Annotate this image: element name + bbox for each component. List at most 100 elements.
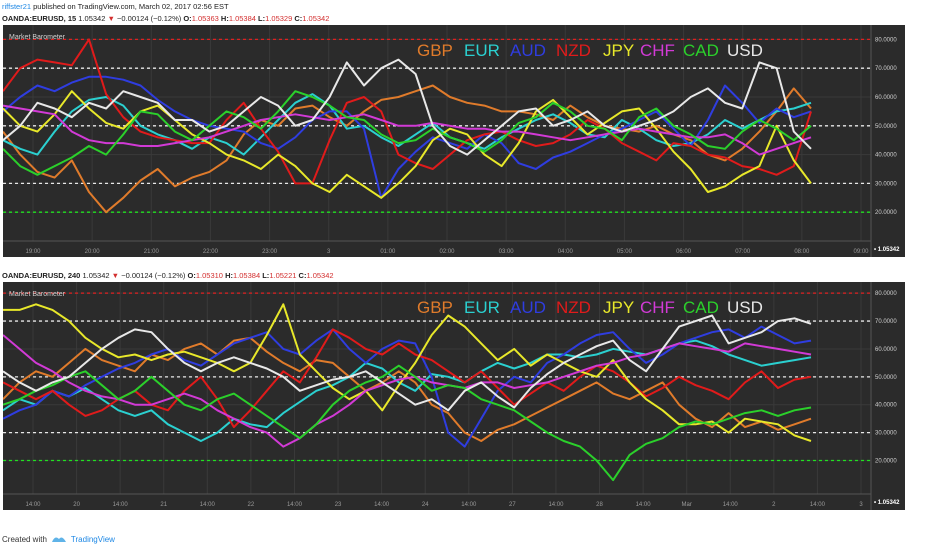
symbol-info-1: OANDA:EURUSD, 15 1.05342 ▼ −0.00124 (−0.… <box>2 14 330 23</box>
footer: Created with TradingView <box>2 534 115 544</box>
tradingview-logo-icon <box>51 537 66 542</box>
series-line-chf <box>3 334 812 448</box>
y-tick-label: 20.0000 <box>875 459 897 465</box>
symbol-label: OANDA:EURUSD, 240 <box>2 271 81 280</box>
y-tick-label: 70.0000 <box>875 319 897 325</box>
last-price-label: • 1.05342 <box>874 500 900 506</box>
down-arrow-icon: ▼ <box>111 271 120 280</box>
chart-svg-4h: 14:00 20 14:00 21 14:00 22 14:00 23 14:00 24 14:00… <box>3 282 905 510</box>
y-tick-label: 50.0000 <box>875 124 897 130</box>
close-value: 1.05342 <box>302 14 330 23</box>
series-line-eur <box>3 93 812 156</box>
y-tick-label: 20.0000 <box>875 210 897 216</box>
x-tick-label: 09:00 <box>853 249 869 255</box>
x-tick-label: 20:00 <box>85 249 101 255</box>
series-line-cad <box>3 364 812 482</box>
legend-entry-chf: CHF <box>640 298 675 317</box>
x-tick-label: 23 <box>335 502 342 508</box>
close-value: 1.05342 <box>306 271 334 280</box>
legend-entry-jpy: JPY <box>603 298 634 317</box>
y-tick-label: 80.0000 <box>875 291 897 297</box>
x-tick-label: 02:00 <box>439 249 455 255</box>
legend-entry-usd: USD <box>727 298 763 317</box>
x-tick-label: 22 <box>248 502 255 508</box>
publish-info: riffster21 published on TradingView.com,… <box>2 2 229 11</box>
legend-entry-nzd: NZD <box>556 41 591 60</box>
open-value: 1.05310 <box>195 271 223 280</box>
x-tick-label: 14:00 <box>287 502 303 508</box>
x-tick-label: 14:00 <box>636 502 652 508</box>
plot-background <box>3 282 905 510</box>
legend-entry-jpy: JPY <box>603 41 634 60</box>
open-value: 1.05363 <box>191 14 219 23</box>
y-tick-label: 40.0000 <box>875 153 897 159</box>
legend-entry-usd: USD <box>727 41 763 60</box>
legend-entry-eur: EUR <box>464 298 500 317</box>
x-tick-label: 23:00 <box>262 249 278 255</box>
high-value: 1.05384 <box>228 14 256 23</box>
published-text: published on TradingView.com, March 02, … <box>33 2 229 11</box>
legend-entry-chf: CHF <box>640 41 675 60</box>
x-tick-label: 14:00 <box>200 502 216 508</box>
symbol-info-2: OANDA:EURUSD, 240 1.05342 ▼ −0.00124 (−0… <box>2 271 334 280</box>
series-line-cad <box>3 90 812 176</box>
y-tick-label: 80.0000 <box>875 37 897 43</box>
series-line-nzd <box>3 328 812 429</box>
legend-entry-gbp: GBP <box>417 41 453 60</box>
x-tick-label: 28 <box>596 502 603 508</box>
author-link[interactable]: riffster21 <box>2 2 32 11</box>
low-value: 1.05329 <box>265 14 293 23</box>
legend-entry-aud: AUD <box>510 41 546 60</box>
legend-entry-aud: AUD <box>510 298 546 317</box>
series-line-usd <box>3 58 812 156</box>
x-tick-label: 3 <box>327 249 331 255</box>
tradingview-link[interactable]: TradingView <box>70 534 115 544</box>
created-with-text: Created with <box>2 534 47 544</box>
x-tick-label: 06:00 <box>676 249 692 255</box>
x-tick-label: 05:00 <box>617 249 633 255</box>
series-line-usd <box>3 314 812 412</box>
symbol-label: OANDA:EURUSD, 15 <box>2 14 77 23</box>
x-tick-label: 19:00 <box>25 249 41 255</box>
x-tick-label: 14:00 <box>723 502 739 508</box>
x-tick-label: 14:00 <box>113 502 129 508</box>
chart-panel-4h[interactable]: 14:00 20 14:00 21 14:00 22 14:00 23 14:00 24 14:00… <box>3 282 905 510</box>
x-tick-label: 21 <box>160 502 167 508</box>
x-tick-label: 14:00 <box>810 502 826 508</box>
series-line-nzd <box>3 38 812 185</box>
x-tick-label: 03:00 <box>499 249 515 255</box>
legend-entry-gbp: GBP <box>417 298 453 317</box>
series-line-gbp <box>3 336 812 442</box>
x-tick-label: 04:00 <box>558 249 574 255</box>
legend-entry-nzd: NZD <box>556 298 591 317</box>
x-tick-label: 14:00 <box>548 502 564 508</box>
down-arrow-icon: ▼ <box>107 14 115 23</box>
series-line-chf <box>3 104 812 156</box>
chart-panel-15m[interactable]: 19:00 20:00 21:00 22:00 23:00 3 01:00 02:00 03:0… <box>3 25 905 257</box>
high-value: 1.05384 <box>233 271 261 280</box>
x-tick-label: 2 <box>772 502 776 508</box>
y-tick-label: 70.0000 <box>875 66 897 72</box>
x-tick-label: 07:00 <box>735 249 751 255</box>
change-value: −0.00124 (−0.12%) <box>117 14 182 23</box>
x-tick-label: 01:00 <box>380 249 396 255</box>
change-value: −0.00124 (−0.12%) <box>121 271 186 280</box>
x-tick-label: 24 <box>422 502 429 508</box>
x-tick-label: 14:00 <box>461 502 477 508</box>
legend-entry-cad: CAD <box>683 298 719 317</box>
x-tick-label: 21:00 <box>144 249 160 255</box>
series-line-jpy <box>3 303 812 442</box>
chart-title: Market Barometer <box>9 34 66 41</box>
x-tick-label: 20 <box>73 502 80 508</box>
y-tick-label: 40.0000 <box>875 403 897 409</box>
y-tick-label: 60.0000 <box>875 347 897 353</box>
x-tick-label: 27 <box>509 502 516 508</box>
y-tick-label: 30.0000 <box>875 431 897 437</box>
legend-entry-cad: CAD <box>683 41 719 60</box>
chart-svg-15m: 19:00 20:00 21:00 22:00 23:00 3 01:00 02:00 03:0… <box>3 25 905 257</box>
x-tick-label: 3 <box>859 502 863 508</box>
plot-background <box>3 25 905 257</box>
last-price-label: • 1.05342 <box>874 247 900 253</box>
x-tick-label: 14:00 <box>25 502 41 508</box>
y-tick-label: 30.0000 <box>875 181 897 187</box>
